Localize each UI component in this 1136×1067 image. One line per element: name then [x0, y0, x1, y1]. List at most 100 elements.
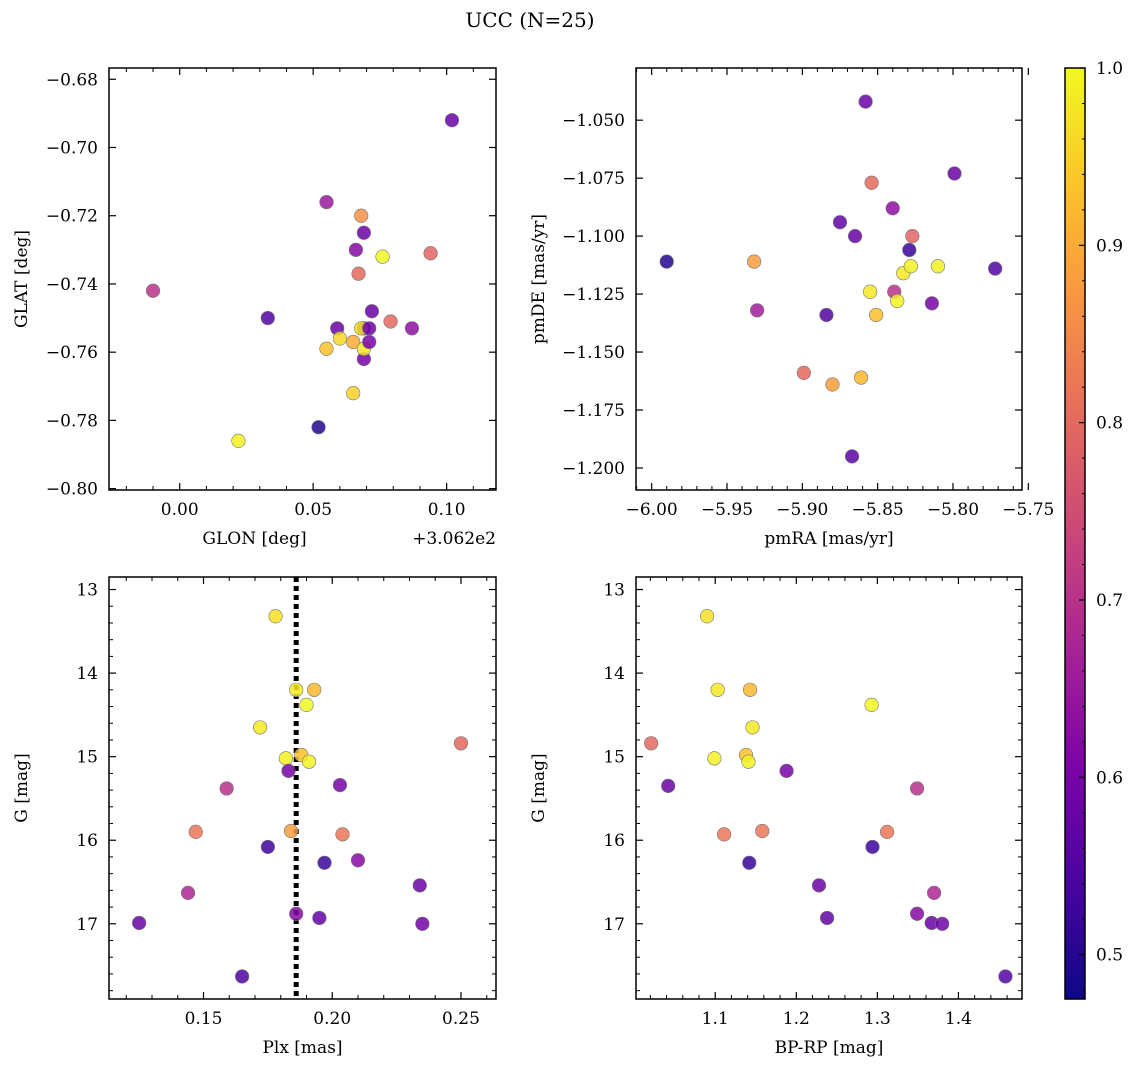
scatter-point	[354, 208, 369, 223]
scatter-point	[864, 697, 879, 712]
colorbar-tick-label: 1.0	[1096, 59, 1123, 79]
scatter-point	[947, 166, 962, 181]
scatter-point	[819, 910, 835, 926]
y-tick-label: −1.175	[562, 401, 625, 421]
scatter-point	[796, 365, 811, 381]
scatter-point	[885, 201, 900, 216]
x-tick-label: 1.1	[702, 1009, 729, 1029]
scatter-point	[375, 249, 390, 264]
scatter-point	[356, 225, 371, 240]
y-tick-label: 15	[603, 748, 625, 768]
scatter-point	[362, 321, 377, 336]
scatter-point	[741, 754, 756, 769]
scatter-point	[661, 778, 676, 794]
y-tick-label: −0.72	[46, 207, 98, 227]
x-tick-label: −5.90	[776, 500, 828, 520]
scatter-point	[289, 682, 304, 697]
scatter-panel-4: 1.1 1.2 1.3 1.4 13 14 15 16 17 BP-RP [mag] G [mag]	[529, 576, 1023, 1058]
scatter-point	[659, 254, 674, 269]
x-tick-label: 1.3	[864, 1009, 891, 1029]
y-tick-label: −0.76	[46, 343, 98, 363]
scatter-panel-3: 0.15 0.20 0.25 13 14 15 16 17 Plx [mas] G [mag]	[12, 576, 497, 1058]
scatter-point	[832, 215, 848, 230]
colorbar-tick-label: 0.6	[1096, 768, 1123, 788]
axes-frame	[108, 576, 497, 1000]
scatter-panel-2: −6.00 −5.95 −5.90 −5.85 −5.80 −5.75 −1.050 −1.0…	[529, 67, 1054, 549]
y-tick-label: −1.100	[562, 227, 625, 247]
y-tick-label: −0.78	[46, 411, 98, 431]
scatter-point	[319, 341, 334, 356]
y-tick-label: 15	[76, 748, 98, 768]
scatter-point	[132, 915, 147, 931]
scatter-point	[847, 229, 863, 244]
scatter-point	[858, 94, 873, 109]
figure-title: UCC (N=25)	[465, 8, 594, 32]
scatter-point	[710, 682, 725, 697]
x-tick-label: 0.10	[428, 500, 466, 520]
scatter-point	[346, 334, 361, 350]
scatter-point	[909, 906, 925, 921]
y-tick-label: −1.125	[562, 285, 625, 305]
y-tick-label: 16	[76, 831, 98, 851]
y-tick-label: 17	[76, 915, 98, 935]
scatter-point	[299, 697, 314, 712]
scatter-point	[278, 751, 293, 766]
scatter-point	[312, 910, 327, 926]
scatter-point	[289, 906, 304, 921]
colorbar-tick-label: 0.7	[1096, 591, 1123, 611]
y-tick-label: −0.80	[46, 480, 98, 500]
x-tick-label: −5.75	[1002, 500, 1054, 520]
scatter-point	[307, 682, 322, 697]
scatter-point	[844, 449, 860, 464]
scatter-point	[260, 839, 275, 855]
x-tick-label: 1.4	[945, 1009, 972, 1029]
scatter-point	[350, 853, 366, 868]
x-tick-label: −5.85	[852, 500, 904, 520]
scatter-point	[747, 254, 762, 269]
x-offset-label: +3.062e2	[412, 529, 496, 549]
scatter-point	[253, 720, 268, 735]
x-tick-label: 0.00	[161, 500, 199, 520]
y-tick-label: −1.150	[562, 343, 625, 363]
scatter-point	[750, 303, 765, 318]
scatter-point	[644, 736, 659, 751]
scatter-point	[444, 113, 460, 128]
scatter-point	[332, 777, 348, 793]
scatter-point	[362, 334, 377, 350]
y-tick-label: 14	[76, 664, 98, 684]
y-tick-label: 13	[603, 581, 625, 601]
x-tick-label: −5.95	[701, 500, 753, 520]
axes-frame	[635, 576, 1023, 1000]
scatter-point	[869, 307, 884, 323]
y-tick-label: 16	[603, 831, 625, 851]
y-axis-label: G [mag]	[12, 753, 32, 822]
scatter-point	[364, 304, 379, 319]
colorbar-tick-label: 0.5	[1096, 946, 1123, 966]
scatter-point	[905, 229, 920, 244]
scatter-panel-1: 0.00 0.05 0.10 −0.68 −0.70 −0.72 −0.74 −0.76 −0.…	[12, 67, 497, 549]
y-tick-label: −1.075	[562, 169, 625, 189]
scatter-point	[935, 916, 950, 931]
scatter-point	[924, 296, 940, 311]
scatter-point	[909, 781, 925, 796]
scatter-point	[317, 855, 332, 870]
x-tick-label: 0.05	[294, 500, 332, 520]
scatter-point	[188, 824, 203, 839]
scatter-point	[742, 682, 758, 697]
colorbar-tick-label: 0.9	[1096, 236, 1123, 256]
scatter-point	[335, 827, 350, 842]
scatter-point	[819, 307, 834, 323]
y-axis-label: GLAT [deg]	[12, 230, 32, 328]
scatter-point	[700, 609, 715, 624]
y-tick-label: 17	[603, 915, 625, 935]
x-axis-label: pmRA [mas/yr]	[764, 529, 893, 549]
scatter-point	[707, 751, 722, 766]
colorbar-gradient	[1064, 67, 1086, 1000]
x-axis-label: BP-RP [mag]	[775, 1038, 884, 1058]
scatter-point	[332, 331, 347, 346]
scatter-point	[145, 283, 161, 298]
scatter-point	[180, 885, 196, 900]
scatter-point	[930, 259, 946, 274]
axes-frame	[635, 67, 1023, 491]
